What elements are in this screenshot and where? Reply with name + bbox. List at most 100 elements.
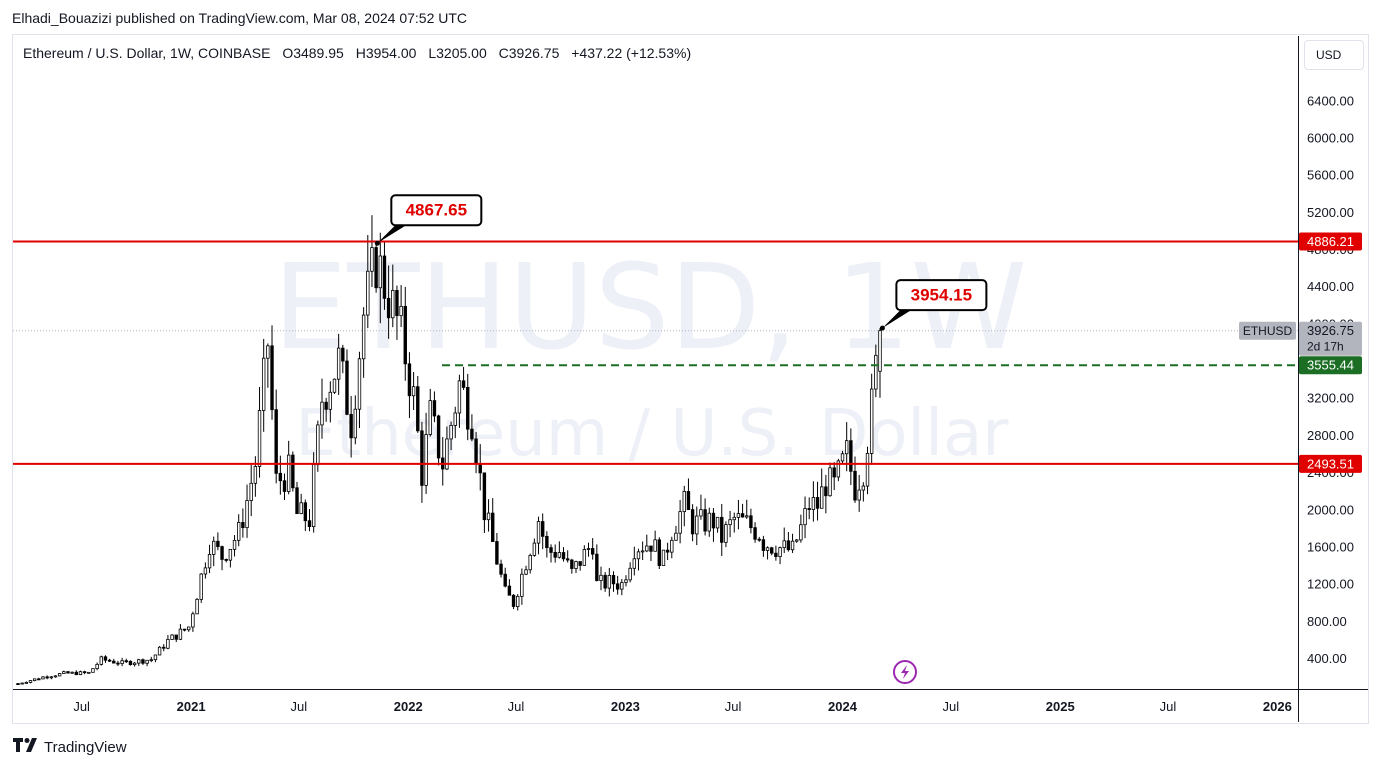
candle-body xyxy=(836,460,841,478)
candle-body xyxy=(840,453,845,462)
legend-low: 3205.00 xyxy=(436,45,487,61)
event-marker[interactable] xyxy=(892,660,917,684)
candle-body xyxy=(41,676,45,680)
candle-body xyxy=(507,585,512,596)
candle-body xyxy=(203,567,208,575)
candle-body xyxy=(220,546,224,560)
candle-body xyxy=(311,464,316,528)
candle-body xyxy=(474,438,478,465)
candle-body xyxy=(266,345,270,359)
candle-body xyxy=(682,491,686,513)
callout-box[interactable] xyxy=(390,194,483,227)
candle-body xyxy=(628,567,632,581)
countdown-label: 2d 17h xyxy=(1307,340,1344,354)
candle-body xyxy=(141,659,145,664)
callout-anchor xyxy=(879,325,885,331)
candle-body xyxy=(803,508,807,526)
price-tick-label: 2800.00 xyxy=(1307,428,1354,443)
callout-box[interactable] xyxy=(895,279,988,312)
candle-body xyxy=(807,508,811,510)
candle-body xyxy=(124,660,128,663)
candle-body xyxy=(524,569,528,575)
candle-body xyxy=(599,574,603,581)
candle-body xyxy=(520,573,524,597)
horizontal-lines[interactable] xyxy=(13,240,1298,465)
candle-body xyxy=(353,408,358,439)
candle-body xyxy=(715,516,720,529)
candle-body xyxy=(37,678,41,681)
candle-body xyxy=(678,511,682,534)
candle-body xyxy=(157,646,162,656)
candle-body xyxy=(74,671,78,676)
candle-body xyxy=(869,388,874,454)
candle-body xyxy=(665,549,670,553)
candle-body xyxy=(70,671,74,674)
candle-body xyxy=(703,509,707,532)
time-tick-label: Jul xyxy=(725,699,742,714)
candle-body xyxy=(470,428,474,440)
price-axis[interactable]: 400.00800.001200.001600.002000.002400.00… xyxy=(1307,93,1354,666)
candle-body xyxy=(736,513,741,518)
candle-body xyxy=(20,682,24,685)
candle-body xyxy=(607,575,612,589)
candle-body xyxy=(786,540,791,551)
candle-body xyxy=(357,358,362,410)
candle-body xyxy=(861,485,866,491)
candle-body xyxy=(636,551,641,560)
time-tick-label: 2024 xyxy=(828,699,858,714)
candle-body xyxy=(449,425,453,440)
candle-body xyxy=(749,515,753,529)
candle-body xyxy=(378,255,382,289)
currency-button[interactable]: USD xyxy=(1304,40,1364,70)
brand-name: TradingView xyxy=(44,738,127,756)
candle-body xyxy=(416,386,420,432)
candle-body xyxy=(799,524,803,541)
candle-body xyxy=(120,660,124,665)
candle-body xyxy=(828,467,832,497)
candle-body xyxy=(549,547,553,553)
price-tag xyxy=(1299,454,1362,473)
candle-body xyxy=(732,516,736,521)
candle-body xyxy=(149,659,153,662)
candle-body xyxy=(137,659,141,664)
candle-body xyxy=(428,400,432,435)
candle-body xyxy=(545,535,549,549)
candle-body xyxy=(878,330,882,372)
candle-body xyxy=(78,671,83,676)
candle-body xyxy=(361,314,366,360)
candle-body xyxy=(640,550,645,553)
time-tick-label: Jul xyxy=(942,699,959,714)
time-tick-label: Jul xyxy=(1160,699,1177,714)
candle-body xyxy=(478,463,482,474)
time-tick-label: Jul xyxy=(290,699,307,714)
candle-body xyxy=(32,678,37,681)
tradingview-brand[interactable]: TradingView xyxy=(13,738,127,756)
price-tag-label: 3555.44 xyxy=(1307,358,1354,373)
candle-body xyxy=(753,527,757,540)
candle-body xyxy=(386,297,391,319)
candle-body xyxy=(249,482,253,501)
candle-body xyxy=(574,561,578,569)
annotations[interactable]: 4867.65 3954.15 xyxy=(374,194,988,331)
candle-body xyxy=(399,305,403,317)
candle-body xyxy=(145,659,149,664)
candle-body xyxy=(62,671,66,674)
candle-body xyxy=(815,497,820,509)
time-axis[interactable]: Jul 2021 Jul 2022 Jul 2023 Jul 2024 Jul 2025 Jul 20… xyxy=(73,699,1292,714)
candle-body xyxy=(295,487,299,515)
candle-body xyxy=(316,424,320,466)
candle-body xyxy=(241,522,245,529)
candle-body xyxy=(557,552,562,558)
candle-body xyxy=(166,639,170,649)
candle-body xyxy=(611,575,616,585)
candle-body xyxy=(391,290,395,319)
candle-body xyxy=(403,305,407,365)
lightning-icon[interactable] xyxy=(892,660,917,684)
legend-close: 3926.75 xyxy=(508,45,560,61)
legend-open: 3489.95 xyxy=(293,45,344,61)
candle-body xyxy=(482,472,487,521)
candle-body xyxy=(420,430,424,486)
candle-body xyxy=(187,626,191,631)
candle-body xyxy=(778,547,782,558)
